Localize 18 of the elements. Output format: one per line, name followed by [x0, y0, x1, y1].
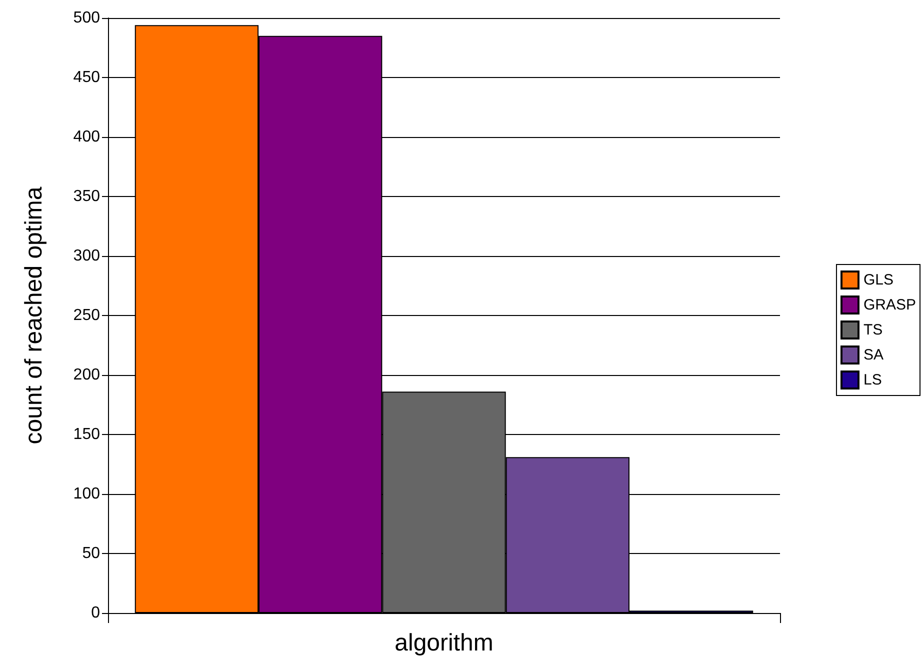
y-tick-label: 500 — [73, 10, 100, 26]
x-axis-title: algorithm — [394, 630, 494, 656]
y-tick-label: 400 — [73, 128, 100, 146]
y-tick-label: 300 — [73, 248, 100, 264]
y-tick-label: 200 — [73, 366, 100, 384]
y-tick-label: 100 — [73, 486, 100, 502]
y-tick-label: 50 — [82, 545, 100, 562]
legend-label: GRASP — [863, 296, 916, 314]
y-tick-label: 250 — [73, 307, 100, 324]
legend-label: SA — [863, 346, 884, 364]
legend-label: TS — [863, 322, 883, 338]
y-tick-label: 350 — [73, 188, 100, 205]
y-axis-title: count of reached optima — [20, 186, 48, 444]
y-tick-label: 450 — [73, 69, 100, 86]
y-tick-label: 0 — [91, 604, 100, 622]
legend-label: LS — [863, 372, 882, 388]
y-tick-label: 150 — [73, 426, 100, 443]
legend-label: GLS — [863, 272, 894, 288]
